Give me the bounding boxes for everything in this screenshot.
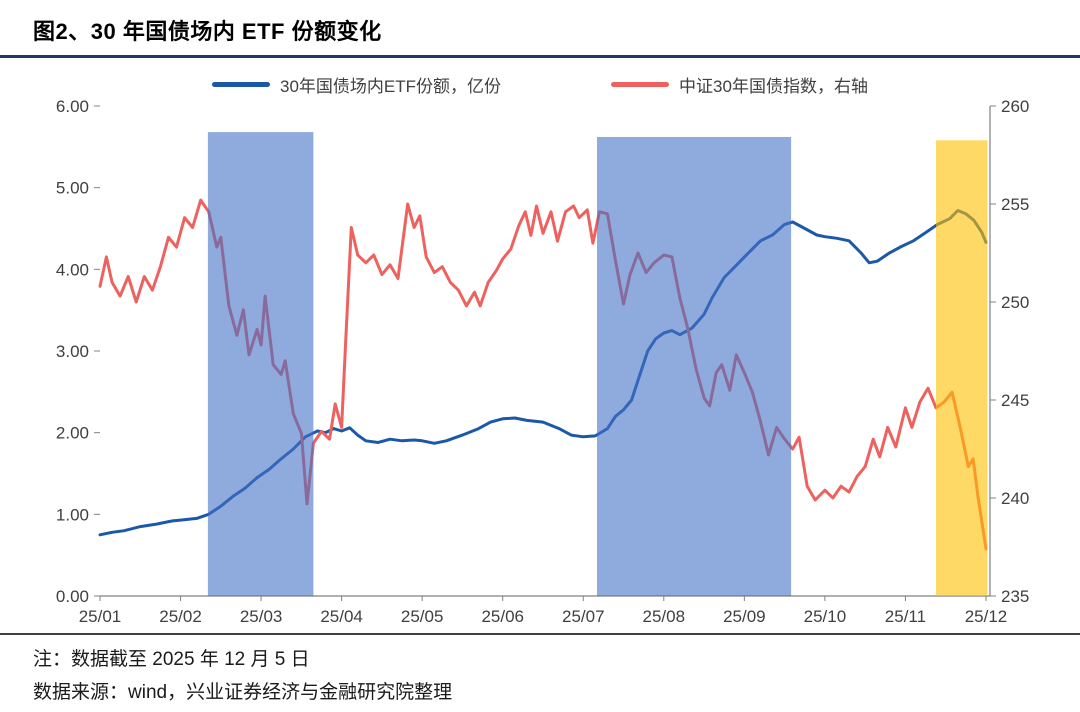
svg-text:25/01: 25/01 (79, 607, 122, 626)
svg-text:3.00: 3.00 (56, 342, 89, 361)
figure-title: 图2、30 年国债场内 ETF 份额变化 (33, 19, 382, 44)
svg-text:260: 260 (1001, 97, 1029, 116)
svg-text:2.00: 2.00 (56, 424, 89, 443)
legend-label-etf: 30年国债场内ETF份额，亿份 (280, 77, 502, 96)
line-chart: 25/01 25/02 25/03 25/04 25/05 25/06 25/07 25/08… (56, 97, 1029, 626)
etf-line-swatch-icon (212, 82, 271, 87)
legend-item: 30年国债场内ETF份额，亿份 (212, 72, 501, 97)
svg-text:25/08: 25/08 (643, 607, 686, 626)
svg-text:25/06: 25/06 (481, 607, 524, 626)
svg-text:1.00: 1.00 (56, 505, 89, 524)
note-line: 注：数据截至 2025 年 12 月 5 日 (33, 649, 310, 670)
source-line: 数据来源：wind，兴业证券经济与金融研究院整理 (33, 681, 453, 703)
svg-text:240: 240 (1001, 489, 1029, 508)
svg-text:25/07: 25/07 (562, 607, 605, 626)
svg-text:25/09: 25/09 (723, 607, 766, 626)
svg-text:5.00: 5.00 (56, 179, 89, 198)
svg-text:25/04: 25/04 (320, 607, 363, 626)
svg-text:25/12: 25/12 (965, 607, 1008, 626)
legend-item: 中证30年国债指数，右轴 (611, 72, 868, 97)
svg-text:250: 250 (1001, 293, 1029, 312)
index-line-swatch-icon (611, 82, 670, 87)
svg-text:25/05: 25/05 (401, 607, 444, 626)
svg-text:25/02: 25/02 (159, 607, 202, 626)
legend-label-index: 中证30年国债指数，右轴 (679, 77, 868, 96)
svg-text:245: 245 (1001, 391, 1029, 410)
chart-area: 25/01 25/02 25/03 25/04 25/05 25/06 25/07 25/08… (0, 58, 1080, 633)
svg-text:0.00: 0.00 (56, 587, 89, 606)
svg-text:255: 255 (1001, 195, 1029, 214)
svg-text:6.00: 6.00 (56, 97, 89, 116)
svg-text:235: 235 (1001, 587, 1029, 606)
svg-text:25/11: 25/11 (885, 607, 926, 626)
svg-text:25/10: 25/10 (804, 607, 847, 626)
svg-text:4.00: 4.00 (56, 260, 89, 279)
figure-header: 图2、30 年国债场内 ETF 份额变化 (0, 0, 1080, 58)
chart-legend: 30年国债场内ETF份额，亿份 中证30年国债指数，右轴 (0, 72, 1080, 97)
svg-text:25/03: 25/03 (240, 607, 283, 626)
footnotes: 注：数据截至 2025 年 12 月 5 日 数据来源：wind，兴业证券经济与… (0, 633, 1080, 712)
